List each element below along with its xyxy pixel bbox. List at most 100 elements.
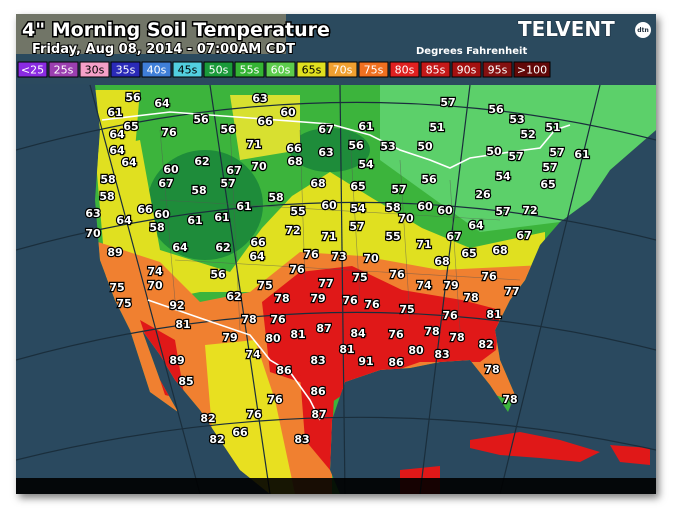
reading: 78 [274,292,289,305]
reading: 61 [574,148,589,161]
reading: 81 [339,343,354,356]
reading: 81 [175,318,190,331]
legend-label: 55s [240,64,260,77]
subtitle: Friday, Aug 08, 2014 - 07:00AM CDT [32,42,295,57]
reading: 82 [209,433,224,446]
reading: 76 [481,270,497,283]
reading: 64 [116,214,132,227]
reading: 61 [214,211,229,224]
legend-swatch [265,61,296,78]
legend-swatch [389,61,420,78]
reading: 82 [478,338,493,351]
reading: 75 [352,271,367,284]
reading: 72 [522,204,537,217]
legend-label: 35s [116,64,136,77]
reading: 76 [388,328,404,341]
reading: 80 [408,344,424,357]
reading: 76 [303,248,319,261]
legend-swatch [110,61,141,78]
reading: 57 [220,177,235,190]
reading: 56 [193,113,209,126]
hispaniola [610,445,650,465]
reading: 71 [246,138,261,151]
reading: 65 [461,247,476,260]
legend-swatch [482,61,513,78]
reading: 66 [286,142,302,155]
reading: 65 [123,120,138,133]
reading: 63 [252,92,267,105]
legend-label: 60s [271,64,291,77]
reading: 74 [147,265,163,278]
reading: 67 [446,230,461,243]
reading: 68 [434,255,449,268]
reading: 53 [380,140,395,153]
reading: 54 [495,170,511,183]
reading: 61 [107,106,122,119]
reading: 78 [424,325,439,338]
reading: 58 [99,190,114,203]
reading: 60 [280,106,296,119]
legend: <25 25s 30s 35s 40s 45s 50s 55s 60s 65s 70s 75s 80s 8… [17,61,551,78]
legend-label: <25 [21,64,44,77]
reading: 60 [417,200,433,213]
brand: TELVENT [518,17,615,41]
reading: 70 [85,227,101,240]
reading: 81 [486,308,501,321]
legend-label: 90s [457,64,477,77]
reading: 60 [163,163,179,176]
reading: 52 [520,128,535,141]
reading: 83 [310,354,325,367]
legend-label: 25s [54,64,74,77]
reading: 74 [245,348,261,361]
legend-label: 75s [364,64,384,77]
reading: 57 [549,146,564,159]
legend-swatch [513,61,551,78]
reading: 67 [158,177,173,190]
reading: 61 [358,120,373,133]
legend-label: 65s [302,64,322,77]
reading: 76 [267,393,283,406]
reading: 64 [249,250,265,263]
reading: 57 [349,220,364,233]
cuba [470,432,600,462]
legend-label: 95s [488,64,508,77]
reading: 50 [486,145,502,158]
reading: 75 [399,303,414,316]
reading: 64 [468,219,484,232]
reading: 66 [250,236,266,249]
reading: 61 [236,200,251,213]
reading: 91 [358,355,373,368]
reading: 62 [194,155,209,168]
reading: 78 [502,393,517,406]
reading: 56 [125,91,141,104]
legend-swatch [48,61,79,78]
reading: 57 [391,183,406,196]
legend-swatch [234,61,265,78]
reading: 63 [318,146,333,159]
reading: 83 [434,348,449,361]
reading: 92 [169,299,184,312]
reading: 63 [85,207,100,220]
legend-swatch [141,61,172,78]
reading: 68 [310,177,325,190]
reading: 57 [440,96,455,109]
reading: 62 [215,241,230,254]
legend-label: 30s [85,64,105,77]
reading: 56 [421,173,437,186]
reading: 60 [154,208,170,221]
legend-label: 45s [178,64,198,77]
units: Degrees Fahrenheit [416,46,527,57]
reading: 58 [100,173,115,186]
reading: 60 [437,204,453,217]
reading: 86 [276,364,292,377]
reading: 70 [363,252,379,265]
title: 4" Morning Soil Temperature [22,19,330,41]
reading: 56 [348,139,364,152]
bottom-strip [16,478,656,494]
legend-label: 85s [426,64,446,77]
reading: 56 [220,123,236,136]
legend-swatch [420,61,451,78]
